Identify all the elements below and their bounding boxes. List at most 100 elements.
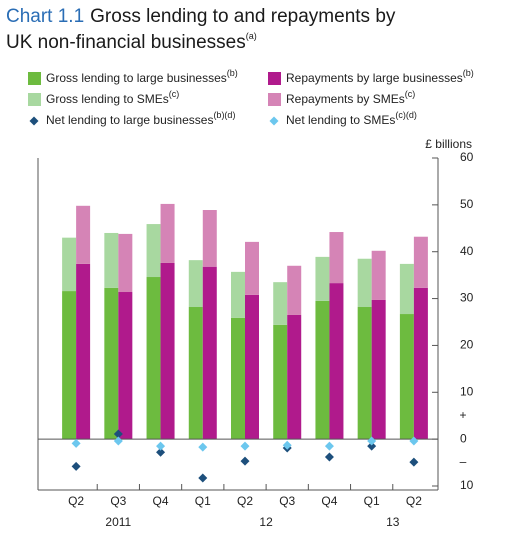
legend-name: Repayments by large businesses [286,71,463,85]
legend-swatch [269,116,279,126]
bar [245,294,259,440]
legend-label: Gross lending to SMEs(c) [46,89,179,106]
bar [231,317,245,440]
y-tick-label: 0 [460,431,467,445]
bar [329,232,344,284]
year-label: 2011 [105,515,131,529]
bar [188,307,203,440]
legend-note: (c) [405,89,416,99]
chart-label: Chart 1.1 [6,6,84,27]
y-tick-label: 30 [460,291,474,305]
chart-title: Chart 1.1 Gross lending to and repayments… [6,6,396,27]
legend-name: Repayments by SMEs [286,92,405,106]
legend-note: (b)(d) [213,110,235,120]
x-tick-label: Q4 [153,494,169,508]
legend-note: (b) [463,68,474,78]
marker [240,441,250,451]
marker [367,441,377,451]
y-tick-label: 40 [460,244,474,258]
bar [76,205,91,264]
bar [413,236,428,288]
bar [62,237,77,292]
legend-swatch [29,116,39,126]
legend-label: Repayments by SMEs(c) [286,89,415,106]
legend-name: Gross lending to large businesses [46,71,227,85]
legend-name: Net lending to large businesses [46,113,213,127]
bar [413,287,428,440]
legend-name: Gross lending to SMEs [46,92,169,106]
marker [367,436,377,446]
marker [156,441,166,451]
bar [118,233,133,293]
legend-label: Gross lending to large businesses(b) [46,68,238,85]
bar [160,262,175,440]
bar [202,266,217,440]
bar [146,224,161,278]
title-line: Gross lending to and repayments by [90,6,396,27]
legend-swatch [268,72,281,85]
x-tick-label: Q2 [68,494,84,508]
legend-swatch [268,93,281,106]
legend-name: Net lending to SMEs [286,113,395,127]
legend-note: (b) [227,68,238,78]
year-label: 12 [259,515,273,529]
marker [282,440,292,450]
sign-label: – [460,455,467,469]
bar [399,263,414,315]
bar [202,210,217,267]
bar [273,282,288,325]
marker [409,457,419,467]
bar [371,299,386,440]
marker [240,456,250,466]
sign-label: + [459,408,466,422]
bar [287,265,302,315]
y-tick-label: 50 [460,197,474,211]
legend-note: (c) [169,89,180,99]
x-tick-label: Q1 [364,494,380,508]
y-tick-label: 10 [460,384,474,398]
x-tick-label: Q3 [110,494,126,508]
year-label: 13 [386,515,400,529]
bar [399,314,414,440]
bar [273,324,288,440]
marker [156,447,166,457]
marker [324,452,334,462]
bar [287,314,302,440]
bar [146,277,161,440]
bar [231,271,245,318]
marker [198,473,208,483]
x-tick-label: Q2 [406,494,422,508]
legend-note: (c)(d) [395,110,417,120]
marker [71,461,81,471]
bar [104,232,119,288]
marker [324,441,334,451]
bar [245,241,259,295]
bar [329,283,344,440]
marker [198,442,208,452]
bar [188,260,203,308]
marker [113,436,123,446]
y-tick-label: 20 [460,338,474,352]
legend-label: Net lending to SMEs(c)(d) [286,110,417,127]
x-tick-label: Q1 [195,494,211,508]
bar [62,291,77,440]
bar [357,307,372,440]
y-tick-label: 60 [460,150,474,164]
legend-label: Net lending to large businesses(b)(d) [46,110,235,127]
bar [160,203,175,263]
bar [76,263,91,440]
legend-swatch [28,93,41,106]
marker [113,429,123,439]
bar [118,292,133,440]
bar [315,300,330,440]
bar [315,256,330,301]
x-tick-label: Q2 [237,494,253,508]
y-axis-label: £ billions [425,137,472,151]
title-line: UK non-financial businesses [6,32,246,53]
marker [71,438,81,448]
bar [357,258,372,308]
x-tick-label: Q3 [279,494,295,508]
legend-label: Repayments by large businesses(b) [286,68,474,85]
y-tick-label: 10 [460,478,474,492]
marker [409,436,419,446]
